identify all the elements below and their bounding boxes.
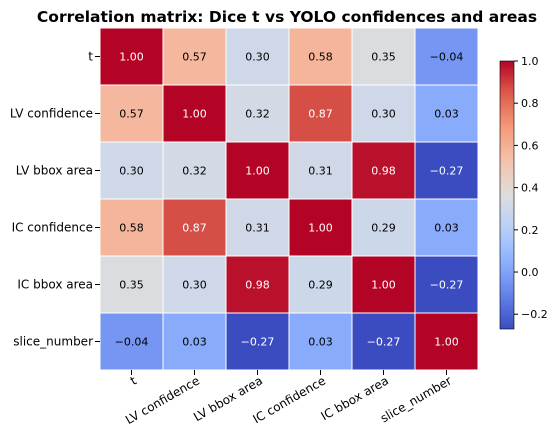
heatmap-cell xyxy=(414,141,479,200)
cell-value-label: −0.27 xyxy=(367,336,401,349)
heatmap-cell xyxy=(288,198,353,257)
y-tick-label: IC confidence xyxy=(12,221,93,235)
y-tick-labels: t LV confidence LV bbox area IC confidence I… xyxy=(10,50,100,349)
cell-value-label: 0.03 xyxy=(434,222,459,235)
heatmap-cell xyxy=(288,84,353,143)
colorbar-tick-label: 0.6 xyxy=(521,139,539,152)
cell-value-label: 0.35 xyxy=(119,279,144,292)
heatmap-cell xyxy=(162,84,227,143)
y-tick-label: IC bbox area xyxy=(17,278,93,292)
heatmap-cell xyxy=(99,198,164,257)
heatmap-cell xyxy=(288,255,353,314)
cell-value-label: 0.87 xyxy=(308,108,333,121)
cell-value-label: 0.31 xyxy=(245,222,270,235)
cell-value-label: 0.29 xyxy=(308,279,333,292)
cell-value-label: 0.30 xyxy=(245,51,270,64)
heatmap-cell xyxy=(351,255,416,314)
colorbar-tick-label: −0.2 xyxy=(521,308,548,321)
cell-value-label: 1.00 xyxy=(308,222,333,235)
heatmap-cell xyxy=(351,198,416,257)
heatmap-cell xyxy=(414,27,479,86)
cell-value-label: 1.00 xyxy=(371,279,396,292)
cell-value-label: 0.98 xyxy=(245,279,270,292)
heatmap-cell xyxy=(162,27,227,86)
heatmap-cell xyxy=(225,255,290,314)
cell-value-label: 0.30 xyxy=(371,108,396,121)
cell-value-label: 1.00 xyxy=(434,336,459,349)
cell-value-label: −0.04 xyxy=(115,336,149,349)
heatmap-cell xyxy=(99,27,164,86)
heatmap-cell xyxy=(414,84,479,143)
colorbar-gradient xyxy=(499,60,515,330)
colorbar-tick-label: 0.0 xyxy=(521,266,539,279)
cell-value-label: 0.30 xyxy=(182,279,207,292)
cell-value-label: 0.03 xyxy=(182,336,207,349)
y-tick-label: slice_number xyxy=(13,335,93,349)
cell-value-label: 1.00 xyxy=(245,165,270,178)
cell-value-label: −0.04 xyxy=(430,51,464,64)
colorbar-tick-label: 0.8 xyxy=(521,97,539,110)
cell-value-label: 0.58 xyxy=(119,222,144,235)
chart-title: Correlation matrix: Dice t vs YOLO confi… xyxy=(37,8,537,26)
heatmap-cell xyxy=(414,255,479,314)
heatmap-cell xyxy=(162,141,227,200)
heatmap-cell xyxy=(414,198,479,257)
colorbar: −0.2 0.0 0.2 0.4 0.6 0.8 1.0 xyxy=(499,55,548,330)
cell-value-label: −0.27 xyxy=(241,336,275,349)
cell-value-label: 0.30 xyxy=(119,165,144,178)
x-tick-label: slice_number xyxy=(378,373,454,425)
cell-value-label: 0.98 xyxy=(371,165,396,178)
colorbar-tick-label: 1.0 xyxy=(521,55,539,68)
cell-value-label: 0.32 xyxy=(245,108,270,121)
heatmap-cell xyxy=(99,255,164,314)
cell-value-label: −0.27 xyxy=(430,165,464,178)
y-tick-label: t xyxy=(88,50,93,64)
heatmap-cell xyxy=(225,27,290,86)
cell-value-label: 0.03 xyxy=(434,108,459,121)
cell-value-label: 1.00 xyxy=(182,108,207,121)
y-tick-label: LV confidence xyxy=(10,107,93,121)
cell-value-label: 0.31 xyxy=(308,165,333,178)
cell-value-label: 0.57 xyxy=(182,51,207,64)
cell-value-label: 0.87 xyxy=(182,222,207,235)
cell-value-label: −0.27 xyxy=(430,279,464,292)
cell-value-label: 0.58 xyxy=(308,51,333,64)
heatmap-cell xyxy=(225,198,290,257)
y-tick-label: LV bbox area xyxy=(16,164,93,178)
heatmap-cell xyxy=(351,141,416,200)
heatmap-cell xyxy=(288,141,353,200)
heatmap-cell xyxy=(414,312,479,371)
cell-value-label: 0.03 xyxy=(308,336,333,349)
cell-value-label: 0.29 xyxy=(371,222,396,235)
heatmap-cells: 1.00 0.57 0.30 0.58 0.35 −0.04 0.57 1.00 0.32 0.8… xyxy=(99,27,479,371)
colorbar-tick-label: 0.2 xyxy=(521,224,539,237)
cell-value-label: 0.57 xyxy=(119,108,144,121)
cell-value-label: 0.32 xyxy=(182,165,207,178)
cell-value-label: 1.00 xyxy=(119,51,144,64)
cell-value-label: 0.35 xyxy=(371,51,396,64)
x-tick-label: t xyxy=(128,373,139,388)
colorbar-tick-label: 0.4 xyxy=(521,182,539,195)
heatmap-cell xyxy=(162,198,227,257)
heatmap-cell xyxy=(99,312,164,371)
